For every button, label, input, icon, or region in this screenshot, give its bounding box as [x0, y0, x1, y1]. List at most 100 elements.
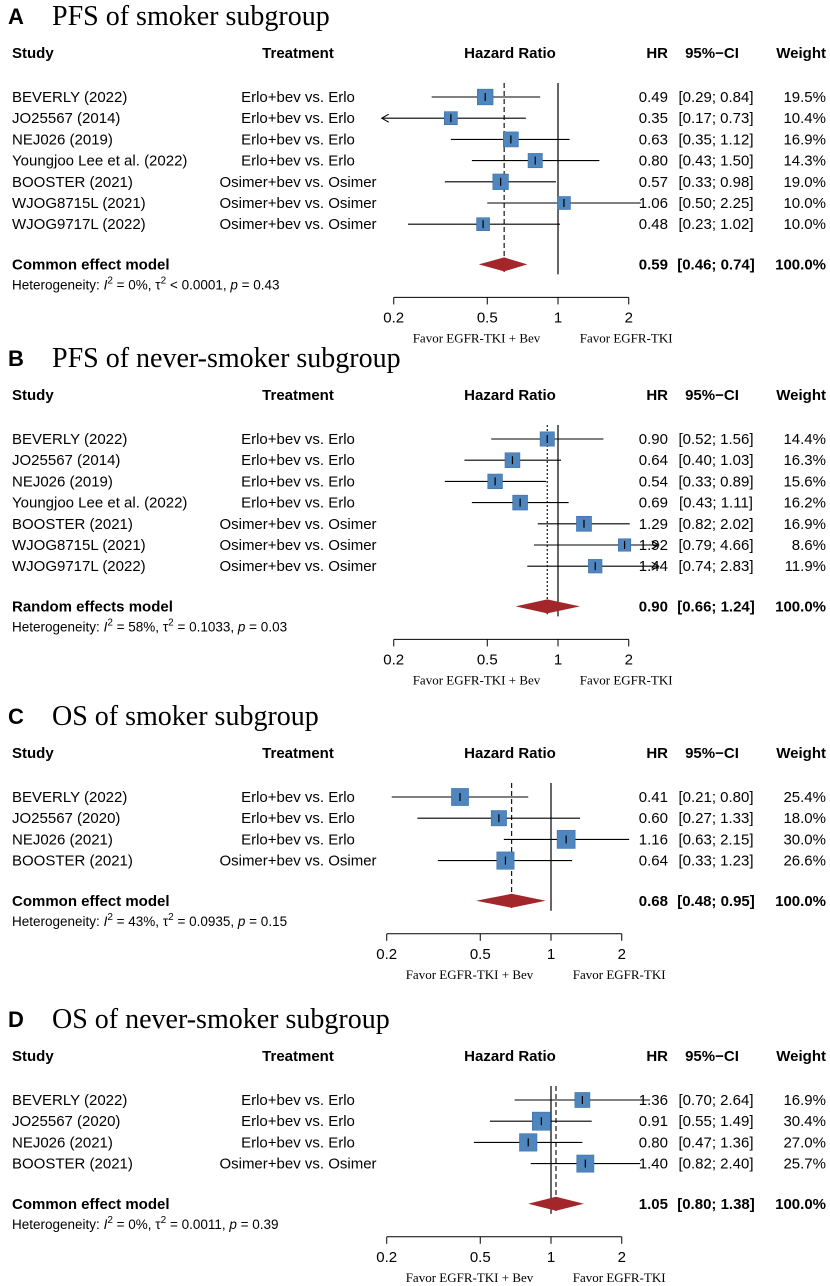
header-treatment: Treatment: [262, 45, 334, 62]
weight-value: 19.0%: [783, 174, 826, 191]
weight-value: 16.3%: [783, 452, 826, 469]
x-axis-tick-label: 2: [618, 1249, 626, 1266]
header-study: Study: [12, 745, 54, 762]
panel-title: PFS of smoker subgroup: [52, 1, 330, 32]
ci-value: [0.43; 1.50]: [678, 153, 753, 170]
tau-exponent: 2: [168, 617, 174, 628]
x-axis-tick-label: 1: [554, 651, 562, 668]
treatment-label: Erlo+bev vs. Erlo: [241, 810, 355, 827]
weight-value: 16.2%: [783, 495, 826, 512]
ci-value: [0.43; 1.11]: [679, 495, 753, 512]
study-label: Youngjoo Lee et al. (2022): [12, 495, 187, 512]
i2-exponent: 2: [107, 275, 113, 286]
treatment-label: Osimer+bev vs. Osimer: [219, 558, 376, 575]
heterogeneity-text: Heterogeneity: I2 = 0%, τ2 = 0.0011, p =…: [12, 1215, 279, 1232]
study-label: BEVERLY (2022): [12, 431, 127, 448]
i2-symbol: I: [104, 914, 108, 929]
treatment-label: Erlo+bev vs. Erlo: [241, 110, 355, 127]
ci-value: [0.23; 1.02]: [678, 216, 753, 233]
hr-value: 0.60: [639, 810, 668, 827]
header-hr: HR: [646, 745, 668, 762]
treatment-label: Erlo+bev vs. Erlo: [241, 1134, 355, 1151]
hr-value: 1.29: [639, 516, 668, 533]
summary-ci-value: [0.66; 1.24]: [677, 598, 755, 615]
header-ci: 95%−CI: [685, 1048, 739, 1065]
hr-value: 1.40: [639, 1156, 668, 1173]
study-label: BEVERLY (2022): [12, 1092, 127, 1109]
heterogeneity-prefix: Heterogeneity:: [12, 914, 104, 929]
treatment-label: Osimer+bev vs. Osimer: [219, 216, 376, 233]
study-label: NEJ026 (2021): [12, 1134, 113, 1151]
header-hazard-ratio: Hazard Ratio: [464, 745, 556, 762]
x-axis-tick-label: 1: [554, 309, 562, 326]
panel-letter: C: [8, 704, 24, 729]
treatment-label: Erlo+bev vs. Erlo: [241, 431, 355, 448]
summary-ci-value: [0.80; 1.38]: [677, 1196, 755, 1213]
header-ci: 95%−CI: [685, 745, 739, 762]
header-study: Study: [12, 387, 54, 404]
hr-value: 0.41: [639, 789, 668, 806]
study-label: BOOSTER (2021): [12, 174, 133, 191]
i2-symbol: I: [104, 1217, 108, 1232]
summary-diamond: [528, 1196, 584, 1211]
summary-hr-value: 1.05: [639, 1196, 668, 1213]
weight-value: 16.9%: [783, 516, 826, 533]
header-weight: Weight: [776, 45, 826, 62]
summary-weight-value: 100.0%: [775, 598, 826, 615]
summary-hr-value: 0.90: [639, 598, 668, 615]
ci-value: [0.82; 2.02]: [678, 516, 753, 533]
hr-value: 0.35: [639, 110, 668, 127]
treatment-label: Osimer+bev vs. Osimer: [219, 516, 376, 533]
study-label: BOOSTER (2021): [12, 853, 133, 870]
x-axis-tick-label: 2: [618, 946, 626, 963]
hr-value: 0.54: [639, 473, 668, 490]
x-axis-tick-label: 1: [547, 946, 555, 963]
favor-left-label: Favor EGFR-TKI + Bev: [413, 672, 541, 687]
p-symbol: p: [229, 277, 238, 292]
study-label: BEVERLY (2022): [12, 89, 127, 106]
study-label: WJOG9717L (2022): [12, 558, 146, 575]
panel-letter: D: [8, 1007, 24, 1032]
heterogeneity-prefix: Heterogeneity:: [12, 619, 104, 634]
forest-panel-a: A PFS of smoker subgroup Study Treatment Haz…: [8, 1, 826, 345]
hr-value: 0.63: [639, 131, 668, 148]
treatment-label: Erlo+bev vs. Erlo: [241, 473, 355, 490]
hr-value: 0.91: [639, 1113, 668, 1130]
ci-value: [0.27; 1.33]: [678, 810, 753, 827]
study-label: JO25567 (2014): [12, 452, 120, 469]
hr-value: 0.64: [639, 853, 668, 870]
header-study: Study: [12, 45, 54, 62]
header-hr: HR: [646, 45, 668, 62]
study-label: BOOSTER (2021): [12, 1156, 133, 1173]
treatment-label: Erlo+bev vs. Erlo: [241, 153, 355, 170]
treatment-label: Erlo+bev vs. Erlo: [241, 89, 355, 106]
summary-hr-value: 0.68: [639, 893, 668, 910]
weight-value: 14.4%: [783, 431, 826, 448]
ci-arrow-right: [651, 561, 660, 571]
treatment-label: Osimer+bev vs. Osimer: [219, 174, 376, 191]
heterogeneity-prefix: Heterogeneity:: [12, 277, 104, 292]
tau-symbol: τ: [155, 277, 161, 292]
header-treatment: Treatment: [262, 387, 334, 404]
panel-title: PFS of never-smoker subgroup: [52, 343, 401, 374]
i2-exponent: 2: [107, 617, 113, 628]
study-label: WJOG8715L (2021): [12, 195, 146, 212]
treatment-label: Erlo+bev vs. Erlo: [241, 1113, 355, 1130]
i2-value: = 0%,: [113, 277, 155, 292]
header-treatment: Treatment: [262, 1048, 334, 1065]
forest-panel-c: C OS of smoker subgroup Study Treatment Haza…: [8, 701, 826, 982]
ci-value: [0.40; 1.03]: [678, 452, 753, 469]
x-axis-tick-label: 0.2: [383, 651, 404, 668]
ci-value: [0.33; 1.23]: [678, 853, 753, 870]
favor-left-label: Favor EGFR-TKI + Bev: [406, 1270, 534, 1285]
i2-symbol: I: [104, 277, 108, 292]
panel-title: OS of never-smoker subgroup: [52, 1004, 390, 1035]
hr-value: 0.57: [639, 174, 668, 191]
ci-value: [0.35; 1.12]: [678, 131, 753, 148]
study-label: JO25567 (2020): [12, 810, 120, 827]
hr-value: 1.16: [639, 831, 668, 848]
ci-value: [0.70; 2.64]: [678, 1092, 753, 1109]
summary-weight-value: 100.0%: [775, 1196, 826, 1213]
x-axis-tick-label: 0.2: [376, 946, 397, 963]
summary-weight-value: 100.0%: [775, 256, 826, 273]
